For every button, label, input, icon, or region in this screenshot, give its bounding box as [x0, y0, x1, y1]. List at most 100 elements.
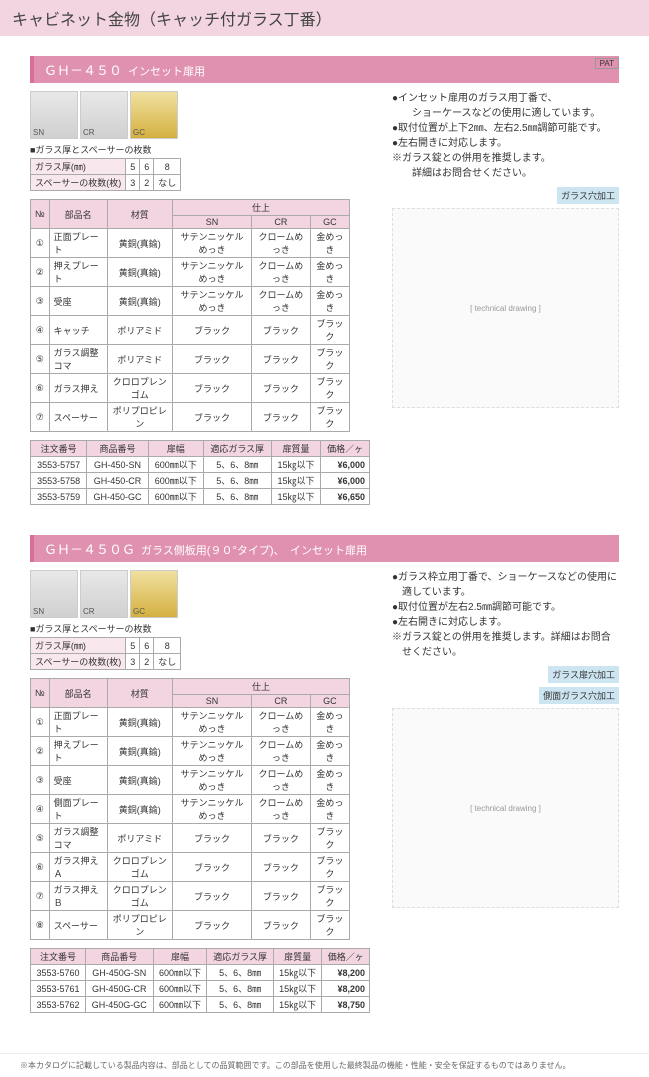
diagram-label: ガラス穴加工 [557, 187, 619, 204]
table-cell: 5、6、8㎜ [207, 981, 273, 997]
table-cell: GH-450G-SN [85, 965, 153, 981]
section-header: ＧＨ－４５０Ｇガラス側板用(９０°タイプ)、 インセット扉用 [30, 535, 619, 562]
section-gh450: PATＧＨ－４５０インセット扉用SNCRGC■ガラス厚とスペーサーの枚数ガラス厚… [30, 56, 619, 505]
table-cell: ブラック [310, 911, 349, 940]
spacer-table-head: ■ガラス厚とスペーサーの枚数 [30, 143, 380, 156]
table-cell: GH-450-CR [87, 473, 149, 489]
product-photos: SNCRGC [30, 570, 380, 618]
section-subtitle: インセット扉用 [128, 66, 205, 78]
bullet-item: ※ガラス錠との併用を推奨します。 詳細はお問合せください。 [392, 151, 619, 181]
table-cell: クロームめっき [251, 795, 310, 824]
table-cell: GH-450G-GC [85, 997, 153, 1013]
table-cell: 黄銅(真鍮) [107, 708, 172, 737]
table-cell: ¥8,200 [322, 981, 370, 997]
technical-diagram: [ technical drawing ] [392, 708, 619, 908]
table-cell: 正面プレート [49, 708, 107, 737]
table-cell: クロームめっき [251, 287, 310, 316]
table-cell: ポリアミド [107, 316, 172, 345]
table-cell: ガラス押え [49, 374, 107, 403]
table-cell: 金めっき [310, 708, 349, 737]
table-cell: 600㎜以下 [153, 997, 207, 1013]
section-gh450g: ＧＨ－４５０Ｇガラス側板用(９０°タイプ)、 インセット扉用SNCRGC■ガラス… [30, 535, 619, 1013]
table-cell: 8 [154, 638, 181, 654]
table-cell: 3 [126, 175, 140, 191]
table-cell: ブラック [173, 374, 252, 403]
bullet-item: ●インセット扉用のガラス用丁番で、 ショーケースなどの使用に適しています。 [392, 91, 619, 121]
table-header: 扉幅 [148, 441, 203, 457]
table-cell: ブラック [310, 316, 349, 345]
table-header: 商品番号 [87, 441, 149, 457]
table-cell: ブラック [251, 374, 310, 403]
table-cell: ポリアミド [107, 824, 172, 853]
table-cell: サテンニッケルめっき [173, 795, 252, 824]
bullet-item: ●ガラス枠立用丁番で、ショーケースなどの使用に適しています。 [392, 570, 619, 600]
table-cell: ブラック [173, 882, 252, 911]
section-code: ＧＨ－４５０ [44, 63, 122, 78]
table-cell: 15㎏以下 [271, 489, 321, 505]
table-cell: 5、6、8㎜ [207, 965, 273, 981]
table-cell: ⑤ [31, 824, 50, 853]
table-cell: ¥6,000 [321, 457, 370, 473]
table-cell: クロロプレンゴム [107, 882, 172, 911]
footer-note: ※本カタログに記載している製品内容は、部品としての品質範囲です。この部品を使用し… [0, 1053, 649, 1077]
product-photo-GC: GC [130, 91, 178, 139]
table-cell: ポリプロピレン [107, 911, 172, 940]
page-title: キャビネット金物（キャッチ付ガラス丁番） [0, 0, 649, 36]
table-cell: ⑤ [31, 345, 50, 374]
table-header: 扉質量 [273, 949, 322, 965]
table-cell: 金めっき [310, 258, 349, 287]
section-code: ＧＨ－４５０Ｇ [44, 542, 135, 557]
table-cell: 金めっき [310, 766, 349, 795]
table-cell: 15㎏以下 [271, 457, 321, 473]
table-cell: ブラック [251, 882, 310, 911]
table-cell: ブラック [173, 345, 252, 374]
photo-label: CR [83, 607, 95, 616]
bullet-item: ●取付位置が上下2㎜、左右2.5㎜調節可能です。 [392, 121, 619, 136]
table-cell: ブラック [251, 345, 310, 374]
table-cell: 2 [140, 175, 154, 191]
table-cell: クロームめっき [251, 737, 310, 766]
table-cell: ¥6,650 [321, 489, 370, 505]
spacer-table-head: ■ガラス厚とスペーサーの枚数 [30, 622, 380, 635]
table-header: 注文番号 [31, 949, 86, 965]
table-cell: 600㎜以下 [148, 489, 203, 505]
table-cell: ② [31, 258, 50, 287]
parts-table: №部品名材質仕上SNCRGC①正面プレート黄銅(真鍮)サテンニッケルめっきクロー… [30, 199, 350, 432]
table-cell: 15㎏以下 [273, 997, 322, 1013]
product-photos: SNCRGC [30, 91, 380, 139]
table-header: 扉質量 [271, 441, 321, 457]
spacer-table: ガラス厚(㎜)568スペーサーの枚数(枚)32なし [30, 637, 181, 670]
table-cell: ポリプロピレン [107, 403, 172, 432]
table-cell: サテンニッケルめっき [173, 258, 252, 287]
table-cell: 5 [126, 159, 140, 175]
table-cell: ガラス押えＡ [49, 853, 107, 882]
bullet-item: ●取付位置が左右2.5㎜調節可能です。 [392, 600, 619, 615]
table-cell: クロームめっき [251, 708, 310, 737]
table-cell: ブラック [173, 316, 252, 345]
product-photo-SN: SN [30, 91, 78, 139]
table-cell: ブラック [310, 824, 349, 853]
table-cell: スペーサー [49, 911, 107, 940]
table-cell: 600㎜以下 [153, 965, 207, 981]
table-cell: 3553-5758 [31, 473, 87, 489]
table-cell: 金めっき [310, 287, 349, 316]
table-cell: ブラック [310, 853, 349, 882]
table-cell: 3553-5761 [31, 981, 86, 997]
table-cell: 黄銅(真鍮) [107, 737, 172, 766]
table-cell: 5、6、8㎜ [203, 457, 271, 473]
table-cell: スペーサーの枚数(枚) [31, 175, 126, 191]
table-cell: ガラス厚(㎜) [31, 159, 126, 175]
table-cell: なし [154, 654, 181, 670]
table-cell: 2 [140, 654, 154, 670]
table-cell: 6 [140, 159, 154, 175]
table-cell: 金めっき [310, 737, 349, 766]
table-cell: ④ [31, 795, 50, 824]
table-header: 適応ガラス厚 [207, 949, 273, 965]
product-photo-GC: GC [130, 570, 178, 618]
diagram-label: ガラス扉穴加工 [548, 666, 619, 683]
table-cell: ① [31, 229, 50, 258]
table-cell: 金めっき [310, 795, 349, 824]
photo-label: SN [33, 128, 44, 137]
product-photo-CR: CR [80, 570, 128, 618]
table-cell: 黄銅(真鍮) [107, 766, 172, 795]
